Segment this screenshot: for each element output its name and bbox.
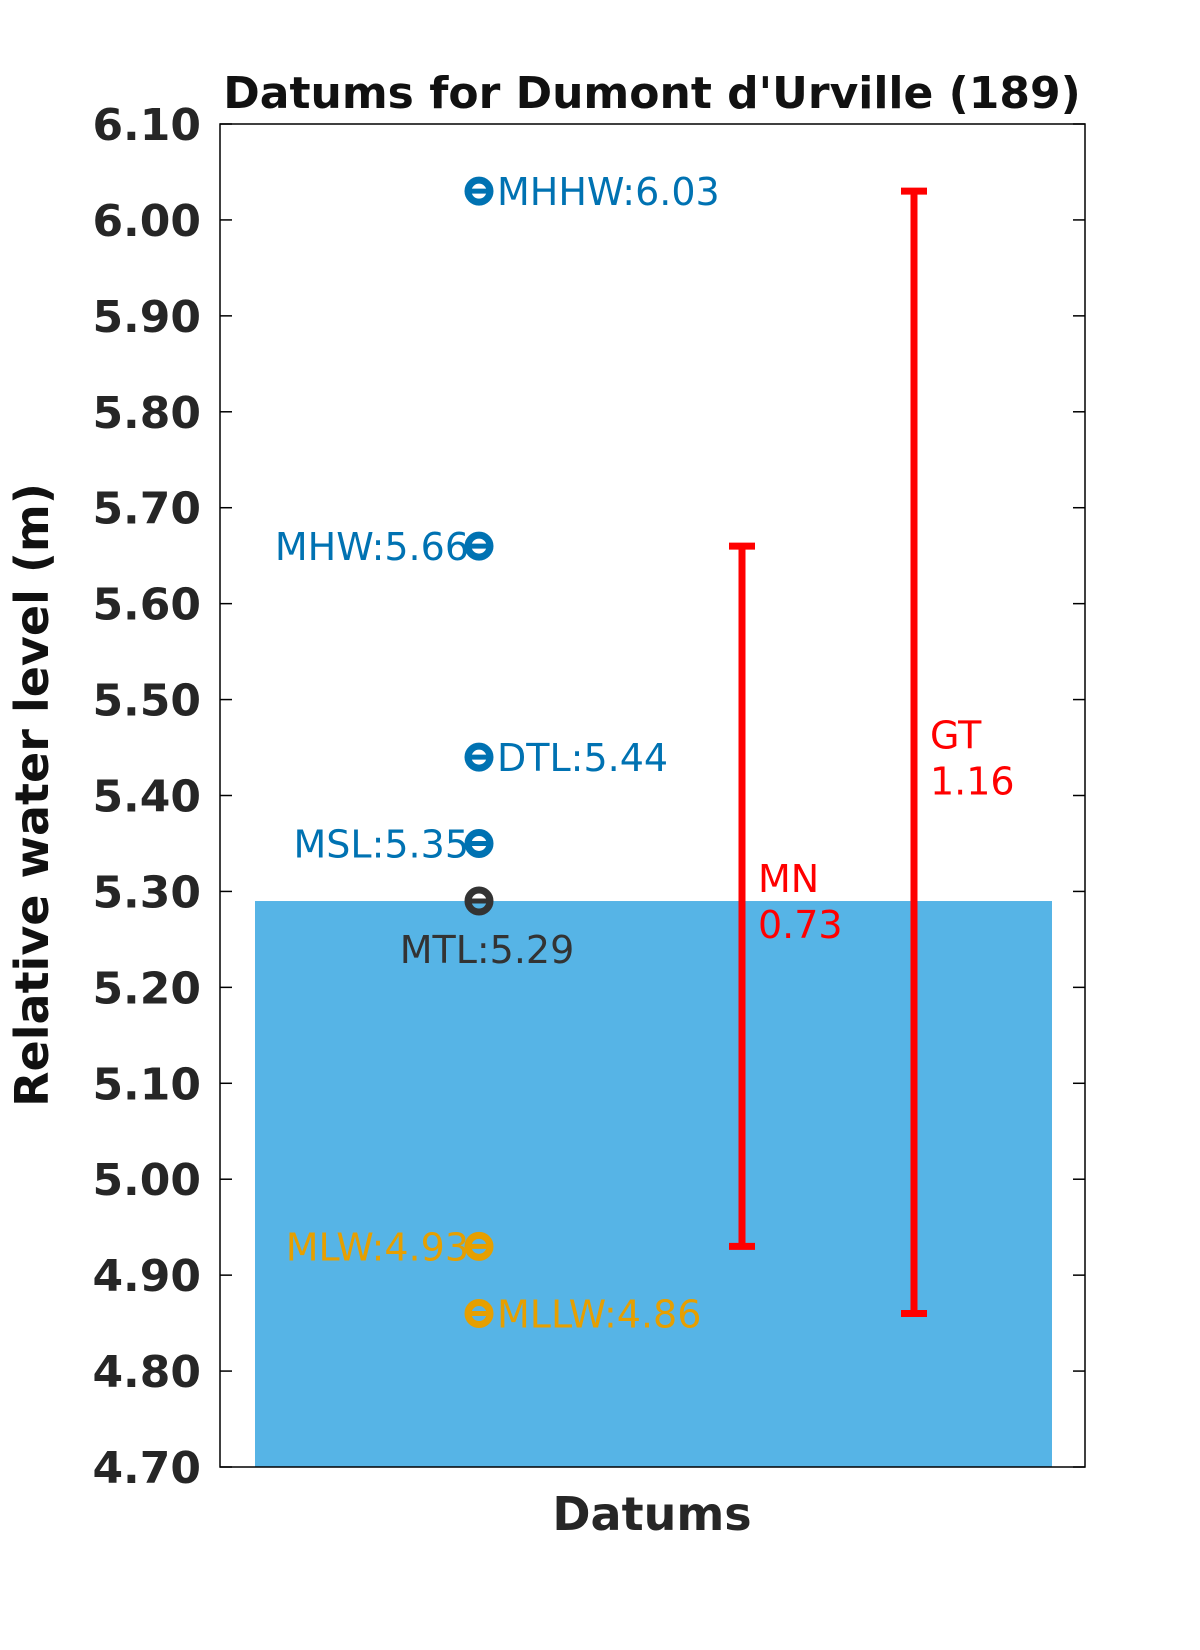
y-tick-label: 5.50 xyxy=(92,676,201,727)
y-tick-label: 6.10 xyxy=(92,100,201,151)
range-label-name: MN xyxy=(758,857,819,901)
y-axis-ticks: 4.70 4.80 4.90 5.00 5.10 5.20 5.30 5.40 5.50 5.60… xyxy=(92,100,1085,1494)
y-tick-label: 5.30 xyxy=(92,867,201,918)
datum-label-mllw: MLLW:4.86 xyxy=(497,1293,701,1337)
y-tick-label: 5.90 xyxy=(92,292,201,343)
range-label-name: GT xyxy=(930,713,982,757)
x-axis-label: Datums xyxy=(552,1487,751,1541)
chart-title: Datums for Dumont d'Urville (189) xyxy=(223,68,1080,119)
y-tick-label: 5.40 xyxy=(92,772,201,823)
water-fill-layer xyxy=(255,901,1052,1467)
datum-markers: MHHW:6.03 MHW:5.66 DTL:5.44 MSL:5.35 MTL:5.2… xyxy=(275,170,720,1336)
datum-label-dtl: DTL:5.44 xyxy=(497,736,668,780)
datum-label-msl: MSL:5.35 xyxy=(294,822,470,866)
datum-label-mhhw: MHHW:6.03 xyxy=(497,170,720,214)
y-tick-label: 5.60 xyxy=(92,580,201,631)
range-label-value: 1.16 xyxy=(930,759,1015,803)
y-tick-label: 4.70 xyxy=(92,1443,201,1494)
y-axis-label: Relative water level (m) xyxy=(5,483,59,1107)
y-tick-label: 5.80 xyxy=(92,388,201,439)
y-tick-label: 5.70 xyxy=(92,484,201,535)
y-tick-label: 4.80 xyxy=(92,1347,201,1398)
datum-label-mhw: MHW:5.66 xyxy=(275,525,469,569)
y-tick-label: 4.90 xyxy=(92,1251,201,1302)
y-tick-label: 6.00 xyxy=(92,196,201,247)
range-bars: MN0.73 GT1.16 xyxy=(729,187,1015,1318)
y-tick-label: 5.20 xyxy=(92,963,201,1014)
water-level-fill xyxy=(255,901,1052,1467)
y-tick-label: 5.00 xyxy=(92,1155,201,1206)
y-tick-label: 5.10 xyxy=(92,1059,201,1110)
range-label-value: 0.73 xyxy=(758,903,843,947)
datum-label-mlw: MLW:4.93 xyxy=(286,1225,469,1269)
datum-label-mtl: MTL:5.29 xyxy=(400,928,575,972)
